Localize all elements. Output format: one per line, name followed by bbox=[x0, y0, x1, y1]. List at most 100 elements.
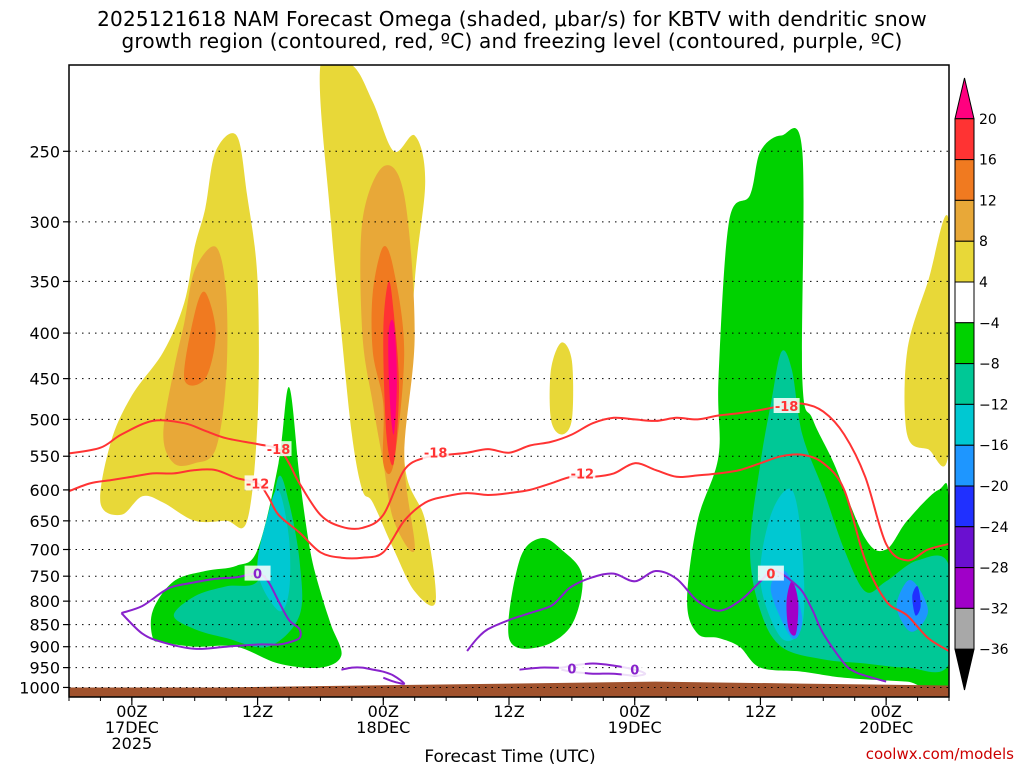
svg-text:0: 0 bbox=[630, 664, 639, 679]
svg-text:0: 0 bbox=[253, 568, 262, 583]
descent-teal-1 bbox=[173, 475, 303, 648]
colorbar-swatch-7 bbox=[954, 363, 975, 405]
colorbar-swatch-1 bbox=[954, 118, 975, 161]
colorbar-swatch-13 bbox=[954, 607, 975, 650]
descent-violet-3 bbox=[786, 581, 799, 636]
y-tick-label-650: 650 bbox=[29, 512, 60, 531]
contour-label-5: -18 bbox=[422, 444, 449, 462]
colorbar-swatch-11 bbox=[954, 526, 975, 569]
y-tick-label-500: 500 bbox=[29, 410, 60, 429]
svg-text:-18: -18 bbox=[424, 447, 448, 462]
colorbar-swatch-0 bbox=[954, 77, 975, 120]
chart-title-line-1: 2025121618 NAM Forecast Omega (shaded, μ… bbox=[97, 7, 927, 31]
x-tick-label: 12Z bbox=[493, 702, 524, 721]
colorbar-swatch-3 bbox=[954, 199, 975, 242]
colorbar-label-11: −28 bbox=[979, 561, 1009, 577]
colorbar-label-6: −8 bbox=[979, 357, 1000, 373]
y-tick-label-850: 850 bbox=[29, 616, 60, 635]
contour-label-3: 0 bbox=[621, 661, 648, 679]
y-tick-label-950: 950 bbox=[29, 659, 60, 678]
x-tick-label: 17DEC bbox=[105, 718, 159, 737]
contour-label-7: -12 bbox=[244, 475, 271, 492]
x-tick-label: 18DEC bbox=[356, 718, 410, 737]
descent-cyan-1 bbox=[257, 489, 291, 612]
colorbar-label-8: −16 bbox=[979, 438, 1009, 454]
colorbar-swatch-4 bbox=[954, 240, 975, 283]
ascent-orange-inner-1 bbox=[183, 291, 216, 386]
colorbar-label-12: −32 bbox=[979, 601, 1009, 617]
svg-text:-12: -12 bbox=[246, 477, 270, 492]
y-tick-label-600: 600 bbox=[29, 481, 60, 500]
contour-label-0: 0 bbox=[244, 565, 271, 583]
contour-labels-layer: 0 0 0 0 -18 -18 -18 -12 -12 bbox=[244, 397, 800, 679]
colorbar-label-13: −36 bbox=[979, 642, 1009, 658]
x-tick-label: 00Z bbox=[870, 702, 901, 721]
colorbar-swatch-12 bbox=[954, 567, 975, 609]
colorbar-swatch-14 bbox=[954, 648, 975, 691]
colorbar-swatch-6 bbox=[954, 322, 975, 365]
freezing-0C-a bbox=[120, 572, 302, 650]
y-tick-label-450: 450 bbox=[29, 370, 60, 389]
ascent-magenta-max-2 bbox=[388, 319, 397, 435]
y-tick-label-1000: 1000 bbox=[19, 678, 60, 697]
colorbar-swatch-9 bbox=[954, 444, 975, 487]
y-tick-label-800: 800 bbox=[29, 592, 60, 611]
y-tick-label-750: 750 bbox=[29, 567, 60, 586]
svg-text:0: 0 bbox=[567, 662, 576, 677]
colorbar-label-5: −4 bbox=[979, 316, 1000, 332]
colorbar-swatch-10 bbox=[954, 485, 975, 528]
x-tick-label: 12Z bbox=[745, 702, 776, 721]
dendritic-minus12 bbox=[69, 453, 949, 652]
dendritic-minus18 bbox=[69, 402, 949, 562]
y-tick-label-700: 700 bbox=[29, 541, 60, 560]
x-tick-label: 00Z bbox=[368, 702, 399, 721]
svg-text:-18: -18 bbox=[267, 443, 291, 458]
svg-text:-18: -18 bbox=[775, 400, 799, 415]
colorbar-label-9: −20 bbox=[979, 479, 1009, 495]
colorbar-label-7: −12 bbox=[979, 397, 1009, 413]
colorbar-label-0: 20 bbox=[979, 112, 997, 128]
x-tick-label: 00Z bbox=[116, 702, 147, 721]
y-tick-label-900: 900 bbox=[29, 638, 60, 657]
descent-blue-4 bbox=[896, 580, 928, 632]
contour-label-2: 0 bbox=[757, 565, 784, 583]
site-credit: coolwx.com/models bbox=[865, 745, 1014, 763]
y-tick-label-550: 550 bbox=[29, 447, 60, 466]
descent-green-2 bbox=[508, 538, 583, 649]
y-axis: 250 300 350 400 450 500 550 600 650 700 750 800 850 9… bbox=[19, 142, 69, 697]
x-tick-label: 20DEC bbox=[859, 718, 913, 737]
x-tick-label: 2025 bbox=[111, 734, 152, 753]
ascent-yellow-band-3 bbox=[549, 342, 574, 435]
colorbar-label-10: −24 bbox=[979, 520, 1009, 536]
svg-text:-12: -12 bbox=[571, 467, 595, 482]
x-tick-label: 12Z bbox=[242, 702, 273, 721]
x-axis-title: Forecast Time (UTC) bbox=[424, 747, 596, 767]
chart-title: 2025121618 NAM Forecast Omega (shaded, μ… bbox=[0, 8, 1024, 52]
x-tick-label: 19DEC bbox=[608, 718, 662, 737]
chart-title-line-2: growth region (contoured, red, ºC) and f… bbox=[121, 29, 903, 53]
svg-text:0: 0 bbox=[766, 568, 775, 583]
colorbar-label-1: 16 bbox=[979, 153, 997, 169]
contour-label-4: -18 bbox=[265, 441, 292, 458]
freezing-0C-b bbox=[466, 569, 887, 683]
y-tick-label-350: 350 bbox=[29, 272, 60, 291]
contour-label-6: -18 bbox=[773, 397, 800, 415]
ascent-yellow-band-4 bbox=[904, 215, 949, 467]
contour-label-8: -12 bbox=[569, 465, 596, 482]
colorbar-swatch-5 bbox=[954, 281, 975, 324]
colorbar-label-4: 4 bbox=[979, 275, 988, 291]
freezing-0C-d bbox=[341, 666, 406, 685]
contour-label-1: 0 bbox=[558, 660, 585, 677]
y-tick-label-400: 400 bbox=[29, 324, 60, 343]
colorbar-swatch-2 bbox=[954, 159, 975, 201]
colorbar-label-3: 8 bbox=[979, 234, 988, 250]
terrain-surface bbox=[69, 681, 949, 697]
colorbar-label-2: 12 bbox=[979, 193, 997, 209]
colorbar: 20 16 12 8 4 −4 −8 −12 −16 −20 −24 −28 −32 −36 bbox=[954, 77, 1009, 691]
descent-navy-4 bbox=[912, 586, 921, 616]
x-tick-label: 00Z bbox=[619, 702, 650, 721]
ascent-yellow-band-1 bbox=[100, 133, 259, 529]
y-tick-label-300: 300 bbox=[29, 213, 60, 232]
